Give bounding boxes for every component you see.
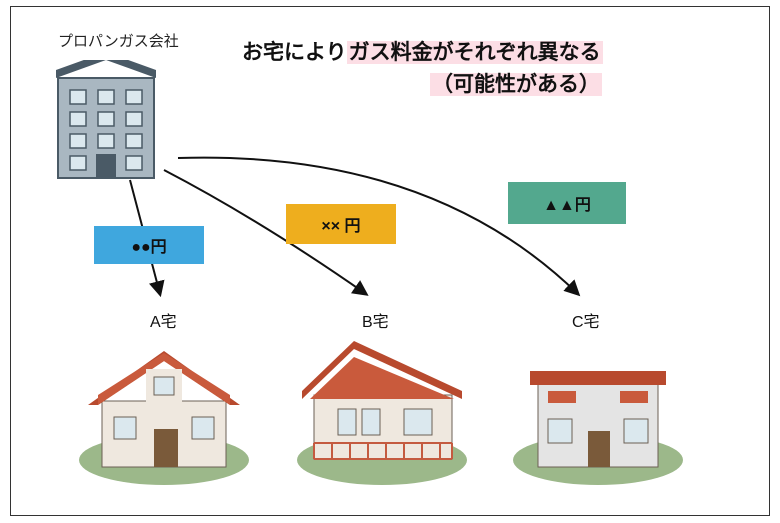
price-box-b: ×× 円 (286, 204, 396, 244)
house-c-label: C宅 (572, 308, 600, 332)
house-b-label: B宅 (362, 308, 389, 332)
price-b-label: ×× 円 (321, 212, 360, 236)
price-a-label: ●●円 (131, 233, 166, 257)
house-c (508, 335, 688, 485)
house-a-label: A宅 (150, 308, 177, 332)
price-c-label: ▲▲円 (543, 191, 591, 215)
price-box-c: ▲▲円 (508, 182, 626, 224)
house-a (74, 335, 254, 485)
house-b (292, 335, 472, 485)
price-box-a: ●●円 (94, 226, 204, 264)
